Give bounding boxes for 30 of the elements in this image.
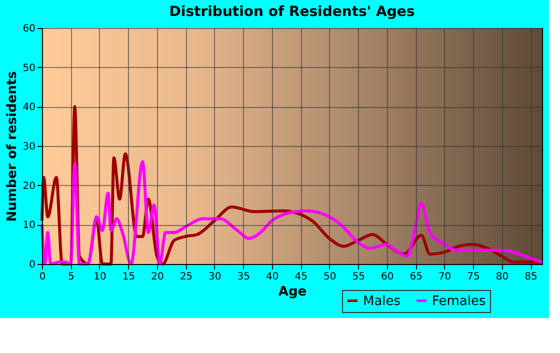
x-tick-label: 60 <box>380 272 394 282</box>
x-tick-label: 55 <box>352 272 365 282</box>
x-tick-label: 0 <box>39 272 46 282</box>
x-tick-label: 65 <box>410 272 422 282</box>
x-tick-label: 80 <box>496 272 509 282</box>
y-tick-label: 30 <box>22 142 36 152</box>
y-tick-label: 20 <box>22 180 36 192</box>
x-tick-label: 50 <box>323 272 336 282</box>
x-tick-label: 20 <box>151 272 164 282</box>
x-tick-label: 45 <box>294 272 308 282</box>
x-tick-label: 70 <box>438 272 452 282</box>
x-tick-label: 10 <box>94 272 106 282</box>
legend-label: Females <box>432 294 486 309</box>
x-tick-label: 40 <box>266 272 279 282</box>
x-tick-label: 75 <box>467 272 480 282</box>
y-tick-label: 10 <box>22 220 36 232</box>
y-tick-label: 0 <box>29 260 36 270</box>
x-tick-label: 30 <box>208 272 222 282</box>
chart-title: Distribution of Residents' Ages <box>169 4 415 20</box>
x-tick-label: 5 <box>68 272 74 282</box>
x-axis-title: Age <box>278 284 307 300</box>
y-axis-title: Number of residents <box>4 70 20 222</box>
y-tick-label: 40 <box>22 102 36 114</box>
x-tick-label: 85 <box>524 272 538 282</box>
legend-label: Males <box>363 294 401 309</box>
x-tick-label: 25 <box>180 272 193 282</box>
x-tick-label: 35 <box>237 272 250 282</box>
x-tick-label: 15 <box>122 272 136 282</box>
y-tick-label: 60 <box>22 24 36 34</box>
y-tick-label: 50 <box>22 62 36 74</box>
